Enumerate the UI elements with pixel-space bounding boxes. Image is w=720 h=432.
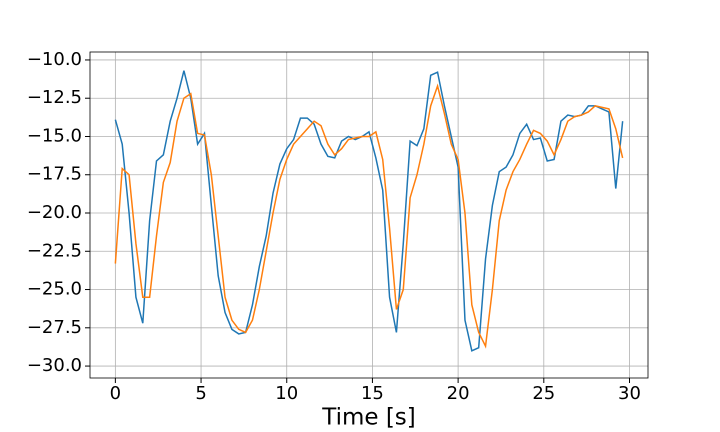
x-tick-label: 10 <box>275 383 298 404</box>
y-tick-label: −20.0 <box>27 202 82 223</box>
y-tick-label: −12.5 <box>27 87 82 108</box>
x-tick-label: 5 <box>195 383 206 404</box>
y-tick-label: −27.5 <box>27 317 82 338</box>
data-line <box>114 83 624 349</box>
x-tick-label: 25 <box>532 383 555 404</box>
y-tick-label: −22.5 <box>27 240 82 261</box>
x-tick-label: 30 <box>618 383 641 404</box>
x-tick-label: 20 <box>447 383 470 404</box>
x-tick-label: 15 <box>361 383 384 404</box>
x-axis-label: Time [s] <box>321 405 416 431</box>
y-tick-label: −15.0 <box>27 125 82 146</box>
data-line <box>114 70 624 352</box>
y-tick-label: −17.5 <box>27 164 82 185</box>
y-tick-label: −10.0 <box>27 49 82 70</box>
plot-frame <box>89 51 649 379</box>
y-tick-label: −25.0 <box>27 279 82 300</box>
x-tick-label: 0 <box>110 383 121 404</box>
y-tick-label: −30.0 <box>27 355 82 376</box>
